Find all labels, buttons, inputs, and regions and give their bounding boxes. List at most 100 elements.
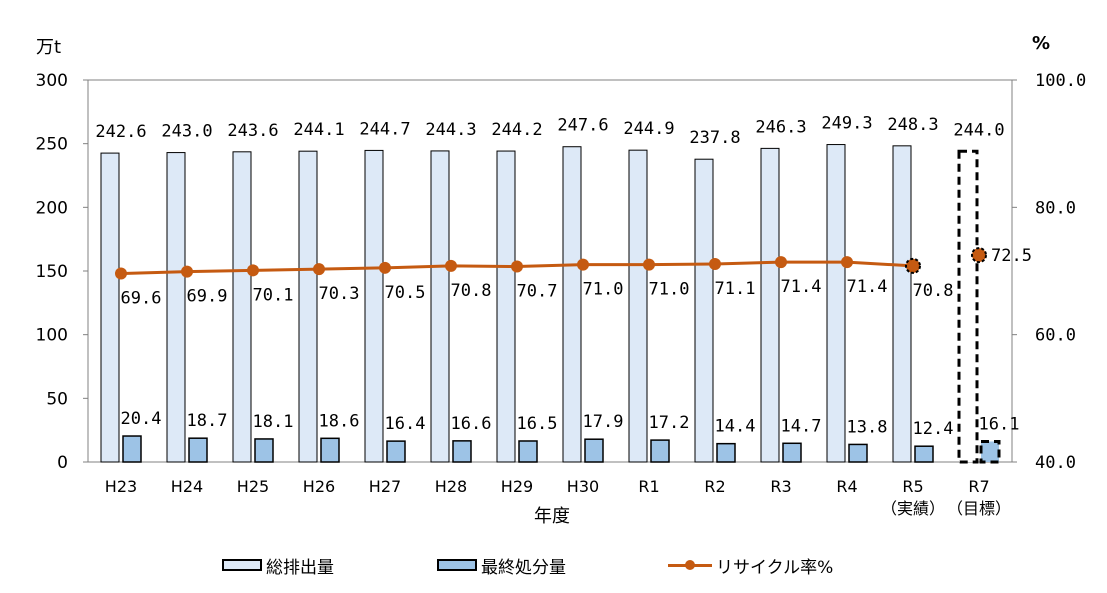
data-label-rate: 70.5 bbox=[385, 283, 426, 303]
data-label-total: 244.2 bbox=[491, 120, 542, 140]
x-axis-tick-label: R1 bbox=[638, 477, 659, 496]
data-label-final: 18.6 bbox=[319, 411, 360, 431]
bar-total bbox=[298, 150, 318, 463]
x-axis-tick-label: H24 bbox=[171, 477, 203, 496]
x-axis-tick-label: （実績） bbox=[881, 499, 945, 518]
x-axis-tick-label: H29 bbox=[501, 477, 533, 496]
x-axis-tick-label: （目標） bbox=[947, 499, 1011, 518]
bar-total bbox=[166, 152, 186, 463]
left-axis-unit: 万t bbox=[36, 37, 62, 58]
data-label-total: 237.8 bbox=[689, 128, 740, 148]
point-rate bbox=[709, 257, 721, 270]
data-label-rate: 70.7 bbox=[517, 282, 558, 302]
right-axis-tick-label: 40.0 bbox=[1035, 453, 1076, 473]
point-rate bbox=[775, 256, 787, 269]
point-rate bbox=[841, 256, 853, 269]
bar-final bbox=[584, 438, 604, 463]
x-axis-tick-label: H30 bbox=[567, 477, 599, 496]
data-label-total: 242.6 bbox=[95, 122, 146, 142]
data-label-final: 16.1 bbox=[979, 414, 1020, 434]
legend-label-rate: リサイクル率% bbox=[716, 557, 834, 578]
bar-total bbox=[232, 151, 252, 463]
bar-final bbox=[979, 439, 1001, 464]
data-label-total: 243.0 bbox=[161, 122, 212, 142]
x-axis-tick-label: R5 bbox=[902, 477, 923, 496]
data-label-final: 18.7 bbox=[187, 411, 228, 431]
data-label-rate: 69.6 bbox=[121, 289, 162, 309]
x-axis-title: 年度 bbox=[534, 506, 570, 527]
data-label-total: 247.6 bbox=[557, 116, 608, 136]
data-label-total: 244.1 bbox=[293, 120, 344, 140]
x-axis-tick-label: H27 bbox=[369, 477, 401, 496]
x-axis-tick-label: R3 bbox=[770, 477, 791, 496]
left-axis-tick-label: 50 bbox=[46, 389, 68, 409]
legend-item-total: 総排出量 bbox=[222, 554, 334, 578]
right-axis-tick-label: 60.0 bbox=[1035, 326, 1076, 346]
right-axis-tick-label: 80.0 bbox=[1035, 198, 1076, 218]
data-label-final: 16.6 bbox=[451, 414, 492, 434]
bar-final bbox=[782, 442, 802, 463]
bar-final bbox=[386, 440, 406, 463]
point-rate bbox=[971, 247, 987, 264]
data-label-rate: 71.1 bbox=[715, 279, 756, 299]
right-axis-unit: % bbox=[1032, 33, 1051, 54]
x-axis-tick-label: H26 bbox=[303, 477, 335, 496]
bar-final bbox=[452, 440, 472, 463]
data-label-total: 243.6 bbox=[227, 121, 278, 141]
bar-final bbox=[914, 445, 934, 463]
data-label-rate: 71.4 bbox=[781, 277, 822, 297]
legend-swatch-rate bbox=[668, 559, 712, 571]
data-label-rate: 70.1 bbox=[253, 285, 294, 305]
bar-total bbox=[892, 145, 912, 463]
point-rate bbox=[379, 261, 391, 274]
data-label-final: 20.4 bbox=[121, 409, 162, 429]
bar-total bbox=[430, 150, 450, 463]
data-label-final: 14.7 bbox=[781, 416, 822, 436]
bar-final bbox=[650, 439, 670, 463]
bar-total bbox=[364, 149, 384, 463]
bar-final bbox=[518, 440, 538, 463]
bar-final bbox=[320, 437, 340, 463]
point-rate bbox=[115, 267, 127, 280]
data-label-rate: 71.0 bbox=[583, 280, 624, 300]
bar-final bbox=[122, 435, 142, 463]
x-axis-tick-label: H23 bbox=[105, 477, 137, 496]
left-axis-tick-label: 200 bbox=[36, 198, 68, 218]
bar-total bbox=[100, 152, 120, 463]
x-axis-tick-label: R2 bbox=[704, 477, 725, 496]
data-label-total: 244.9 bbox=[623, 119, 674, 139]
right-axis-tick-label: 100.0 bbox=[1035, 71, 1086, 91]
legend-swatch-final bbox=[437, 559, 477, 571]
left-axis-tick-label: 150 bbox=[36, 262, 68, 282]
bar-final bbox=[716, 442, 736, 463]
data-label-rate: 71.4 bbox=[847, 277, 888, 297]
bar-total bbox=[562, 146, 582, 463]
legend-item-final: 最終処分量 bbox=[437, 554, 566, 578]
x-axis-tick-label: H25 bbox=[237, 477, 269, 496]
data-label-total: 244.3 bbox=[425, 120, 476, 140]
bar-total bbox=[628, 149, 648, 463]
data-label-total: 244.7 bbox=[359, 119, 410, 139]
x-axis-tick-label: R7 bbox=[968, 477, 989, 496]
data-label-final: 12.4 bbox=[913, 419, 954, 439]
data-label-total: 248.3 bbox=[887, 115, 938, 135]
data-label-rate: 70.8 bbox=[451, 281, 492, 301]
data-label-final: 17.2 bbox=[649, 413, 690, 433]
x-axis-tick-label: R4 bbox=[836, 477, 857, 496]
legend: 総排出量 最終処分量 リサイクル率% bbox=[0, 550, 1107, 580]
data-label-rate: 70.3 bbox=[319, 284, 360, 304]
data-label-final: 16.5 bbox=[517, 414, 558, 434]
x-axis-tick-label: H28 bbox=[435, 477, 467, 496]
bar-total bbox=[957, 149, 979, 464]
legend-label-final: 最終処分量 bbox=[481, 557, 566, 578]
point-rate bbox=[181, 265, 193, 278]
left-axis-tick-label: 100 bbox=[36, 326, 68, 346]
point-rate bbox=[511, 260, 523, 273]
point-rate bbox=[445, 259, 457, 272]
point-rate bbox=[577, 258, 589, 271]
data-label-total: 246.3 bbox=[755, 117, 806, 137]
left-axis-tick-label: 0 bbox=[57, 453, 68, 473]
left-axis-tick-label: 300 bbox=[36, 71, 68, 91]
data-label-final: 13.8 bbox=[847, 417, 888, 437]
